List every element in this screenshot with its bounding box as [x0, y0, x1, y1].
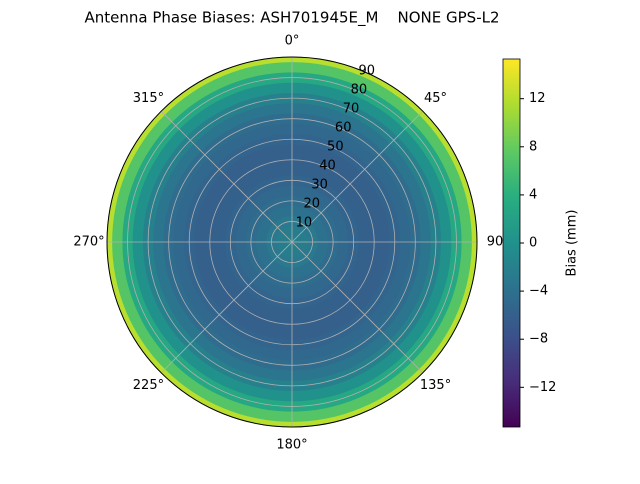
polar-frame — [106, 56, 478, 428]
colorbar — [502, 58, 521, 428]
r-tick-label: 40 — [319, 159, 336, 174]
r-tick-label: 70 — [343, 102, 360, 117]
theta-tick-label: 270° — [73, 235, 104, 250]
colorbar-tick-label: −8 — [529, 332, 548, 347]
colorbar-tick-label: 8 — [529, 139, 537, 154]
colorbar-tick-label: −4 — [529, 284, 548, 299]
r-tick-label: 30 — [311, 178, 328, 193]
theta-tick-label: 135° — [420, 378, 451, 393]
colorbar-tick-label: 12 — [529, 91, 546, 106]
theta-tick-label: 45° — [424, 91, 447, 106]
grid-spoke — [291, 241, 424, 374]
polar-plot — [106, 56, 478, 428]
theta-tick-label: 90 — [487, 235, 504, 250]
colorbar-tick-label: −12 — [529, 380, 556, 395]
theta-tick-label: 180° — [276, 438, 307, 453]
grid-spoke — [291, 110, 424, 243]
colorbar-tick-label: 4 — [529, 187, 537, 202]
r-tick-label: 90 — [359, 64, 376, 79]
r-tick-label: 50 — [327, 140, 344, 155]
r-tick-label: 80 — [351, 83, 368, 98]
r-tick-label: 60 — [335, 121, 352, 136]
theta-tick-label: 225° — [133, 378, 164, 393]
r-tick-label: 10 — [296, 216, 313, 231]
r-tick-label: 20 — [303, 197, 320, 212]
colorbar-tick-label: 0 — [529, 236, 537, 251]
grid-spoke — [160, 110, 293, 243]
chart-title: Antenna Phase Biases: ASH701945E_M NONE … — [84, 9, 499, 28]
colorbar-label: Bias (mm) — [565, 210, 580, 277]
theta-tick-label: 315° — [133, 91, 164, 106]
grid-spoke — [160, 241, 293, 374]
theta-tick-label: 0° — [285, 34, 300, 49]
